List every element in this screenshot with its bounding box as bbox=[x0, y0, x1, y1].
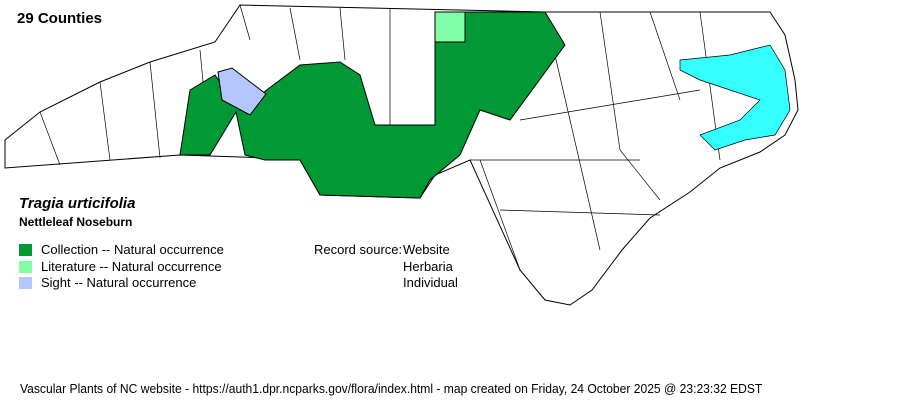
footer-credit: Vascular Plants of NC website - https://… bbox=[20, 381, 763, 396]
legend-item-collection: Collection -- Natural occurrence bbox=[19, 242, 224, 257]
record-source-herbaria: Herbaria bbox=[403, 259, 453, 274]
legend-swatch bbox=[19, 260, 32, 273]
legend-swatch bbox=[19, 243, 32, 256]
county-borders bbox=[39, 4, 721, 271]
county-count: 29 Counties bbox=[17, 10, 103, 27]
record-source-individual: Individual bbox=[403, 275, 458, 290]
legend-label: Collection -- Natural occurrence bbox=[41, 242, 224, 257]
legend-item-sight: Sight -- Natural occurrence bbox=[19, 275, 196, 290]
pamlico-albemarle-sound bbox=[679, 44, 791, 151]
collection-counties bbox=[179, 11, 566, 199]
legend-label: Sight -- Natural occurrence bbox=[41, 275, 197, 290]
legend-swatch bbox=[19, 276, 32, 289]
common-name: Nettleleaf Noseburn bbox=[19, 215, 133, 229]
legend-label: Literature -- Natural occurrence bbox=[41, 259, 222, 274]
record-source-label: Record source: bbox=[314, 242, 403, 257]
literature-county bbox=[434, 11, 466, 43]
sight-county bbox=[217, 67, 267, 116]
legend-item-literature: Literature -- Natural occurrence bbox=[19, 259, 222, 274]
record-source-website: Website bbox=[403, 242, 450, 257]
scientific-name: Tragia urticifolia bbox=[19, 195, 136, 212]
